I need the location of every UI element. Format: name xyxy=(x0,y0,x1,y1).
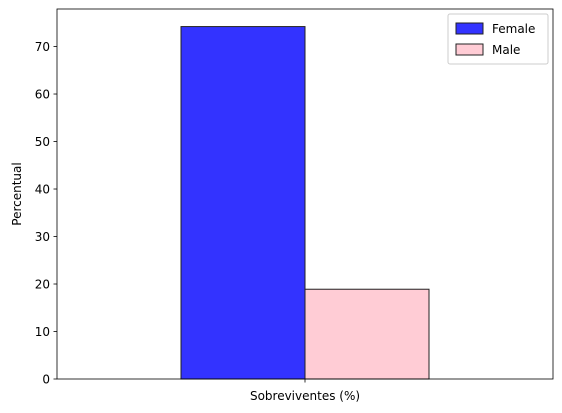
legend-swatch-female xyxy=(455,22,484,35)
legend-label-female: Female xyxy=(492,22,535,36)
legend: Female Male xyxy=(447,13,549,65)
bar-female xyxy=(180,26,306,380)
y-tick-label: 50 xyxy=(35,135,50,149)
y-tick-label: 30 xyxy=(35,230,50,244)
legend-label-male: Male xyxy=(492,43,520,57)
y-axis: 0 10 20 30 40 50 60 70 xyxy=(35,40,57,387)
bars-layer xyxy=(180,26,430,380)
y-tick-label: 20 xyxy=(35,278,50,292)
y-tick-label: 70 xyxy=(35,40,50,54)
y-axis-label: Percentual xyxy=(10,162,24,225)
y-tick-label: 10 xyxy=(35,325,50,339)
y-tick-label: 0 xyxy=(42,373,50,387)
x-tick-label: Sobreviventes (%) xyxy=(250,389,360,403)
x-axis: Sobreviventes (%) xyxy=(250,379,360,403)
legend-swatch-male xyxy=(455,43,484,56)
y-tick-label: 40 xyxy=(35,183,50,197)
y-tick-label: 60 xyxy=(35,88,50,102)
bar-male xyxy=(304,288,430,380)
